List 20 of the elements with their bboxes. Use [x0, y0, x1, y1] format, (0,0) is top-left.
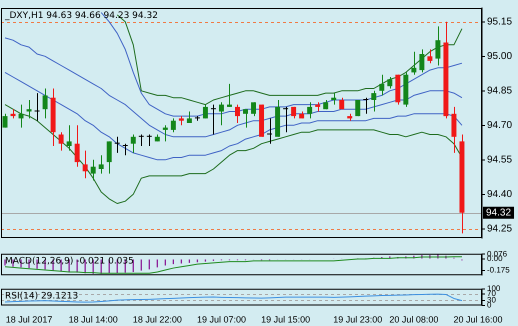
y-tick-label: 95.00	[487, 51, 512, 62]
x-tick-label: 18 Jul 22:00	[132, 314, 182, 324]
chart-title: _DXY,H1 94.63 94.66 94.23 94.32	[4, 10, 158, 21]
x-tick-label: 19 Jul 15:00	[261, 314, 310, 324]
x-tick-label: 20 Jul 16:00	[453, 314, 503, 324]
x-tick-label: 19 Jul 07:00	[196, 314, 246, 324]
y-tick-label: 94.55	[487, 154, 512, 166]
x-tick-label: 19 Jul 23:00	[333, 314, 382, 324]
x-tick-label: 18 Jul 14:00	[68, 314, 118, 324]
y-tick-label: 94.85	[487, 86, 512, 97]
y-tick-label: 94.25	[487, 224, 512, 235]
y-tick-label: 94.40	[487, 189, 512, 200]
y-tick-label: -0.175	[487, 266, 510, 275]
x-tick-label: 18 Jul 2017	[6, 314, 52, 324]
chart-title: RSI(14) 29.1213	[5, 292, 78, 302]
y-tick-label: 94.70	[487, 120, 512, 132]
x-tick-label: 20 Jul 08:00	[389, 314, 438, 324]
y-tick-label: 95.15	[487, 16, 512, 28]
ref-line-label: 94.32	[486, 207, 512, 218]
y-tick-label: 0.00	[487, 254, 504, 264]
